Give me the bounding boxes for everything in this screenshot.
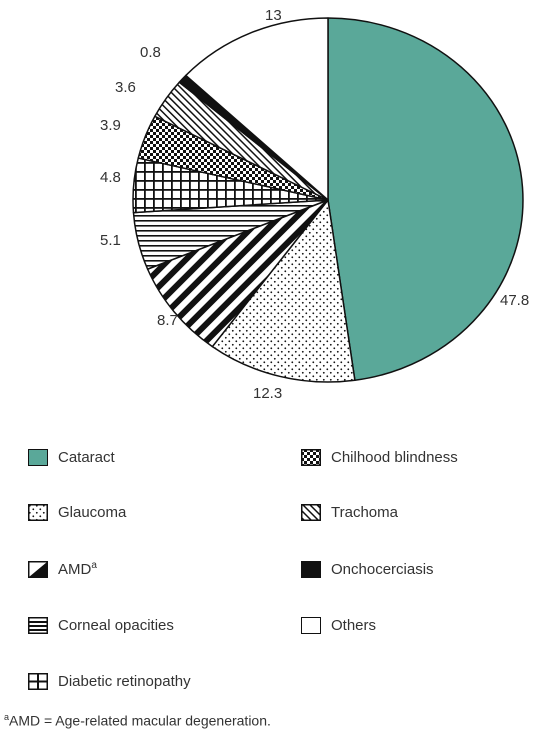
legend-item-childhood-blindness: Chilhood blindness xyxy=(301,446,458,468)
slice-value-label-others: 13 xyxy=(265,7,282,24)
legend-item-others: Others xyxy=(301,614,376,636)
slice-value-label-glaucoma: 12.3 xyxy=(253,385,282,402)
slice-value-label-cataract: 47.8 xyxy=(500,292,529,309)
legend-label-glaucoma: Glaucoma xyxy=(58,503,127,521)
legend-label-onchocerciasis: Onchocerciasis xyxy=(331,560,434,578)
slice-value-label-corneal-opacities: 5.1 xyxy=(100,232,121,249)
slice-value-label-onchocerciasis: 0.8 xyxy=(140,44,161,61)
legend-swatch-corneal-opacities xyxy=(28,616,48,634)
legend-swatch-others xyxy=(301,616,321,634)
legend-item-cataract: Cataract xyxy=(28,446,115,468)
pie-slice-cataract xyxy=(327,17,524,382)
legend-swatch-diabetic-retinopathy xyxy=(28,672,48,690)
legend-item-corneal-opacities: Corneal opacities xyxy=(28,614,174,636)
legend-label-trachoma: Trachoma xyxy=(331,503,398,521)
legend-swatch-childhood-blindness xyxy=(301,448,321,466)
slice-value-label-diabetic-retinopathy: 4.8 xyxy=(100,169,121,186)
pie-slice-amd xyxy=(146,199,329,348)
pie-chart: 47.8 12.3 8.7 5.1 4.8 3.9 3.6 0.8 13 xyxy=(100,7,529,402)
pie-slice-others xyxy=(185,17,329,201)
legend-swatch-amd xyxy=(28,560,48,578)
legend-label-cataract: Cataract xyxy=(58,448,115,466)
legend-swatch-cataract xyxy=(28,448,48,466)
legend-label-childhood-blindness: Chilhood blindness xyxy=(331,448,458,466)
legend-item-trachoma: Trachoma xyxy=(301,501,398,523)
legend-swatch-glaucoma xyxy=(28,503,48,521)
legend-item-glaucoma: Glaucoma xyxy=(28,501,126,523)
pie-slice-glaucoma xyxy=(211,199,356,383)
amd-footnote-marker: a xyxy=(91,560,97,571)
legend-item-diabetic-retinopathy: Diabetic retinopathy xyxy=(28,670,191,692)
legend-label-others: Others xyxy=(331,616,377,634)
footnote-text: AMD = Age-related macular degeneration. xyxy=(9,712,271,729)
legend-swatch-trachoma xyxy=(301,503,321,521)
slice-value-label-chilhood-blindness: 3.9 xyxy=(100,117,121,134)
legend-item-onchocerciasis: Onchocerciasis xyxy=(301,558,434,580)
legend-label-corneal-opacities: Corneal opacities xyxy=(58,616,174,634)
footnote-marker: a xyxy=(4,712,10,722)
legend-item-amd: AMDa xyxy=(28,558,97,580)
footnote: aAMD = Age-related macular degeneration. xyxy=(4,712,271,729)
legend-swatch-onchocerciasis xyxy=(301,560,321,578)
slice-value-label-amd: 8.7 xyxy=(157,312,178,329)
legend-label-diabetic-retinopathy: Diabetic retinopathy xyxy=(58,672,191,690)
slice-value-label-trachoma: 3.6 xyxy=(115,79,136,96)
legend-label-amd: AMDa xyxy=(58,560,97,578)
